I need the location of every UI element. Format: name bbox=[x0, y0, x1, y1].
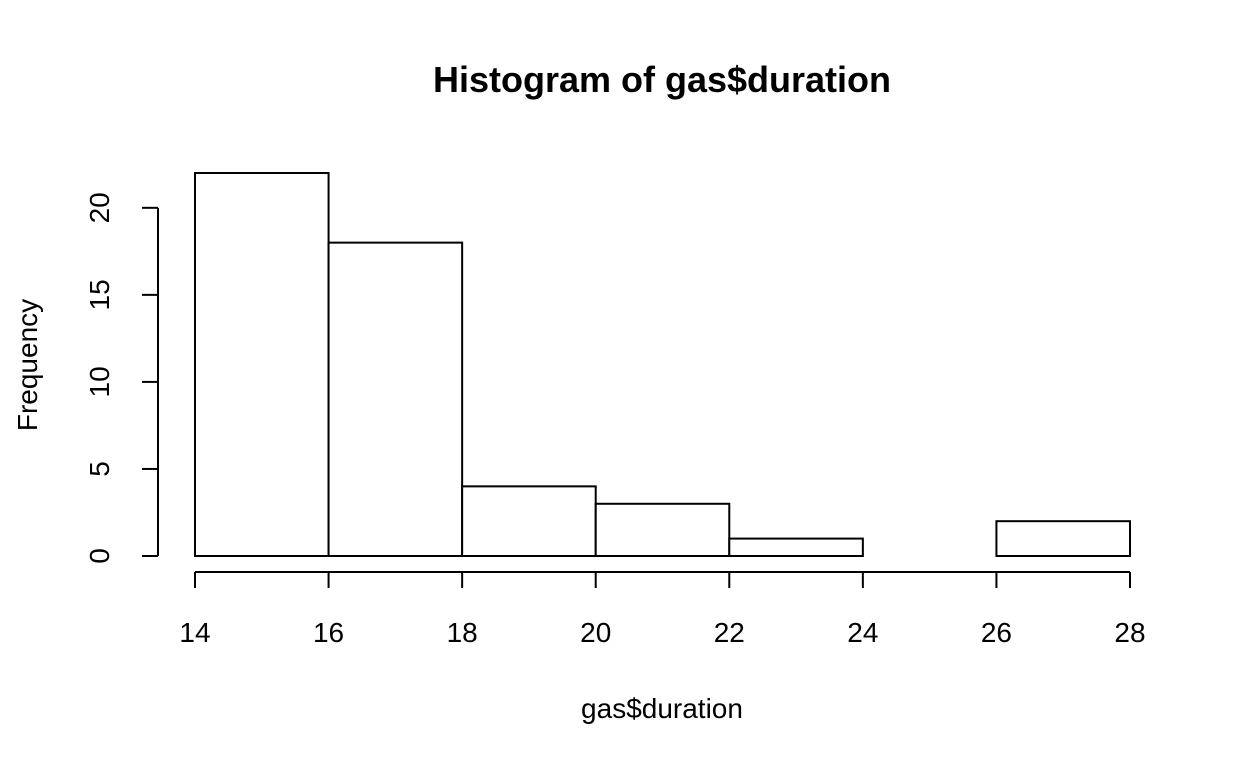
x-axis: 14 16 18 20 22 24 26 28 bbox=[179, 571, 1146, 648]
bars-group bbox=[194, 172, 1132, 558]
histogram-bar bbox=[461, 485, 597, 558]
x-tick-label: 14 bbox=[179, 617, 210, 648]
y-tick-label: 0 bbox=[84, 548, 115, 564]
histogram-bar bbox=[327, 241, 464, 558]
y-tick-label: 20 bbox=[84, 192, 115, 223]
x-tick-label: 20 bbox=[580, 617, 611, 648]
x-tick-label: 18 bbox=[447, 617, 478, 648]
histogram-bar bbox=[194, 172, 330, 557]
x-tick-label: 26 bbox=[981, 617, 1012, 648]
histogram-bar bbox=[728, 537, 864, 557]
x-tick-label: 16 bbox=[313, 617, 344, 648]
y-tick-label: 10 bbox=[84, 366, 115, 397]
histogram-bar bbox=[995, 520, 1132, 558]
y-tick-label: 5 bbox=[84, 461, 115, 477]
y-axis-label: Frequency bbox=[12, 299, 43, 431]
y-tick-label: 15 bbox=[84, 279, 115, 310]
x-tick-label: 22 bbox=[714, 617, 745, 648]
x-tick-label: 24 bbox=[847, 617, 878, 648]
x-tick-label: 28 bbox=[1114, 617, 1145, 648]
x-axis-label: gas$duration bbox=[581, 693, 743, 724]
chart-title: Histogram of gas$duration bbox=[433, 59, 891, 100]
histogram-bar bbox=[594, 502, 731, 558]
y-axis: 0 5 10 15 20 bbox=[84, 192, 159, 564]
